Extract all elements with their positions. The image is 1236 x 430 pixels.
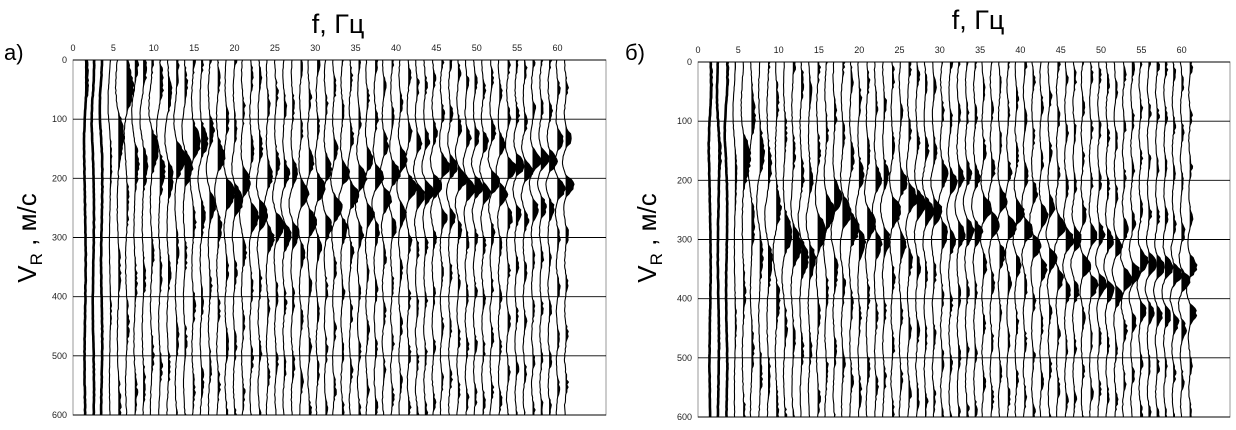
- x-axis-title-b: f, Гц: [952, 5, 1005, 35]
- x-tick-label: 0: [70, 43, 75, 53]
- y-tick-label: 600: [677, 412, 692, 422]
- trace-fill: [916, 62, 926, 417]
- x-tick-label: 60: [1177, 45, 1187, 55]
- x-tick-label: 20: [230, 43, 240, 53]
- panel-label-b: б): [625, 40, 645, 65]
- trace-fill: [983, 62, 992, 417]
- chart-panel-b: б) f, Гц VR , м/с 0 100 200 300 400 500 600 0 5 1…: [625, 5, 1231, 422]
- trace-fill: [1123, 62, 1133, 417]
- y-axis-title-sub: R: [647, 253, 666, 265]
- x-tick-label: 15: [814, 45, 824, 55]
- y-tick-label: 100: [677, 116, 692, 126]
- trace-fill: [1131, 62, 1141, 417]
- y-tick-label: 300: [677, 235, 692, 245]
- x-tick-label: 5: [111, 43, 116, 53]
- x-tick-label: 5: [736, 45, 741, 55]
- x-tick-label: 45: [1056, 45, 1066, 55]
- x-tick-label: 20: [854, 45, 864, 55]
- trace-fill: [192, 60, 201, 415]
- y-tick-label: 500: [677, 353, 692, 363]
- trace-fill: [892, 62, 901, 417]
- x-tick-label: 10: [774, 45, 784, 55]
- y-axis-title-v: V: [12, 265, 42, 283]
- y-tick-label: 100: [52, 114, 67, 124]
- trace-fill: [933, 62, 943, 417]
- trace-fill: [259, 60, 268, 415]
- x-tick-label: 35: [351, 43, 361, 53]
- x-tick-label: 50: [472, 43, 482, 53]
- y-axis-title-b: VR , м/с: [632, 193, 666, 282]
- trace-fill: [743, 62, 752, 417]
- trace-fill: [399, 60, 408, 415]
- trace-fill: [908, 62, 918, 417]
- chart-panel-a: а) f, Гц VR , м/с 0 100 200 300 400 500 600 0 5 1…: [4, 9, 607, 420]
- y-tick-label: 300: [52, 233, 67, 243]
- y-tick-label: 600: [52, 410, 67, 420]
- y-tick-label: 0: [62, 55, 67, 65]
- x-tick-label: 55: [512, 43, 522, 53]
- trace-fill: [768, 62, 774, 417]
- x-axis-title-a: f, Гц: [312, 9, 365, 39]
- x-tick-label: 25: [895, 45, 905, 55]
- panel-label-a: а): [4, 40, 24, 65]
- trace-fill: [126, 60, 135, 415]
- trace-fill: [1049, 62, 1058, 417]
- x-tick-label: 40: [391, 43, 401, 53]
- x-tick-label: 40: [1015, 45, 1025, 55]
- trace-fill: [416, 60, 426, 415]
- plot-area-a: 0 100 200 300 400 500 600 0 5 10 15 20 25 30 35 40 45 50 5…: [52, 43, 607, 420]
- y-tick-label: 400: [677, 294, 692, 304]
- y-axis-title-a: VR , м/с: [12, 193, 46, 282]
- y-tick-label: 200: [677, 175, 692, 185]
- x-tick-label: 30: [935, 45, 945, 55]
- x-tick-label: 15: [189, 43, 199, 53]
- x-tick-label: 55: [1136, 45, 1146, 55]
- trace-fill: [1016, 62, 1025, 417]
- y-tick-label: 0: [687, 57, 692, 67]
- trace-fill: [557, 60, 566, 415]
- plot-area-b: 0 100 200 300 400 500 600 0 5 10 15 20 25 30 35 40 45 50 5…: [677, 45, 1231, 422]
- y-tick-label: 200: [52, 173, 67, 183]
- trace-fill: [482, 60, 492, 415]
- y-axis-title-v: V: [632, 265, 662, 283]
- y-axis-title-unit: , м/с: [632, 193, 662, 253]
- y-axis-title-unit: , м/с: [12, 193, 42, 253]
- x-tick-label: 35: [975, 45, 985, 55]
- x-tick-label: 60: [553, 43, 563, 53]
- x-tick-label: 10: [149, 43, 159, 53]
- trace-fill: [366, 60, 375, 415]
- trace-fill: [250, 60, 260, 415]
- trace-fill: [242, 60, 251, 415]
- trace-fill: [333, 60, 343, 415]
- y-axis-title-sub: R: [27, 253, 46, 265]
- trace-fill: [507, 60, 517, 415]
- trace-fill: [449, 60, 458, 415]
- x-tick-label: 0: [695, 45, 700, 55]
- trace-fill: [540, 60, 550, 415]
- trace-fill: [925, 62, 934, 417]
- x-tick-label: 45: [431, 43, 441, 53]
- trace-fill: [867, 62, 876, 417]
- x-tick-label: 50: [1096, 45, 1106, 55]
- x-tick-label: 25: [270, 43, 280, 53]
- y-tick-label: 500: [52, 351, 67, 361]
- x-tick-label: 30: [310, 43, 320, 53]
- y-tick-label: 400: [52, 292, 67, 302]
- trace-fill: [1181, 62, 1191, 417]
- trace-fill: [441, 60, 451, 415]
